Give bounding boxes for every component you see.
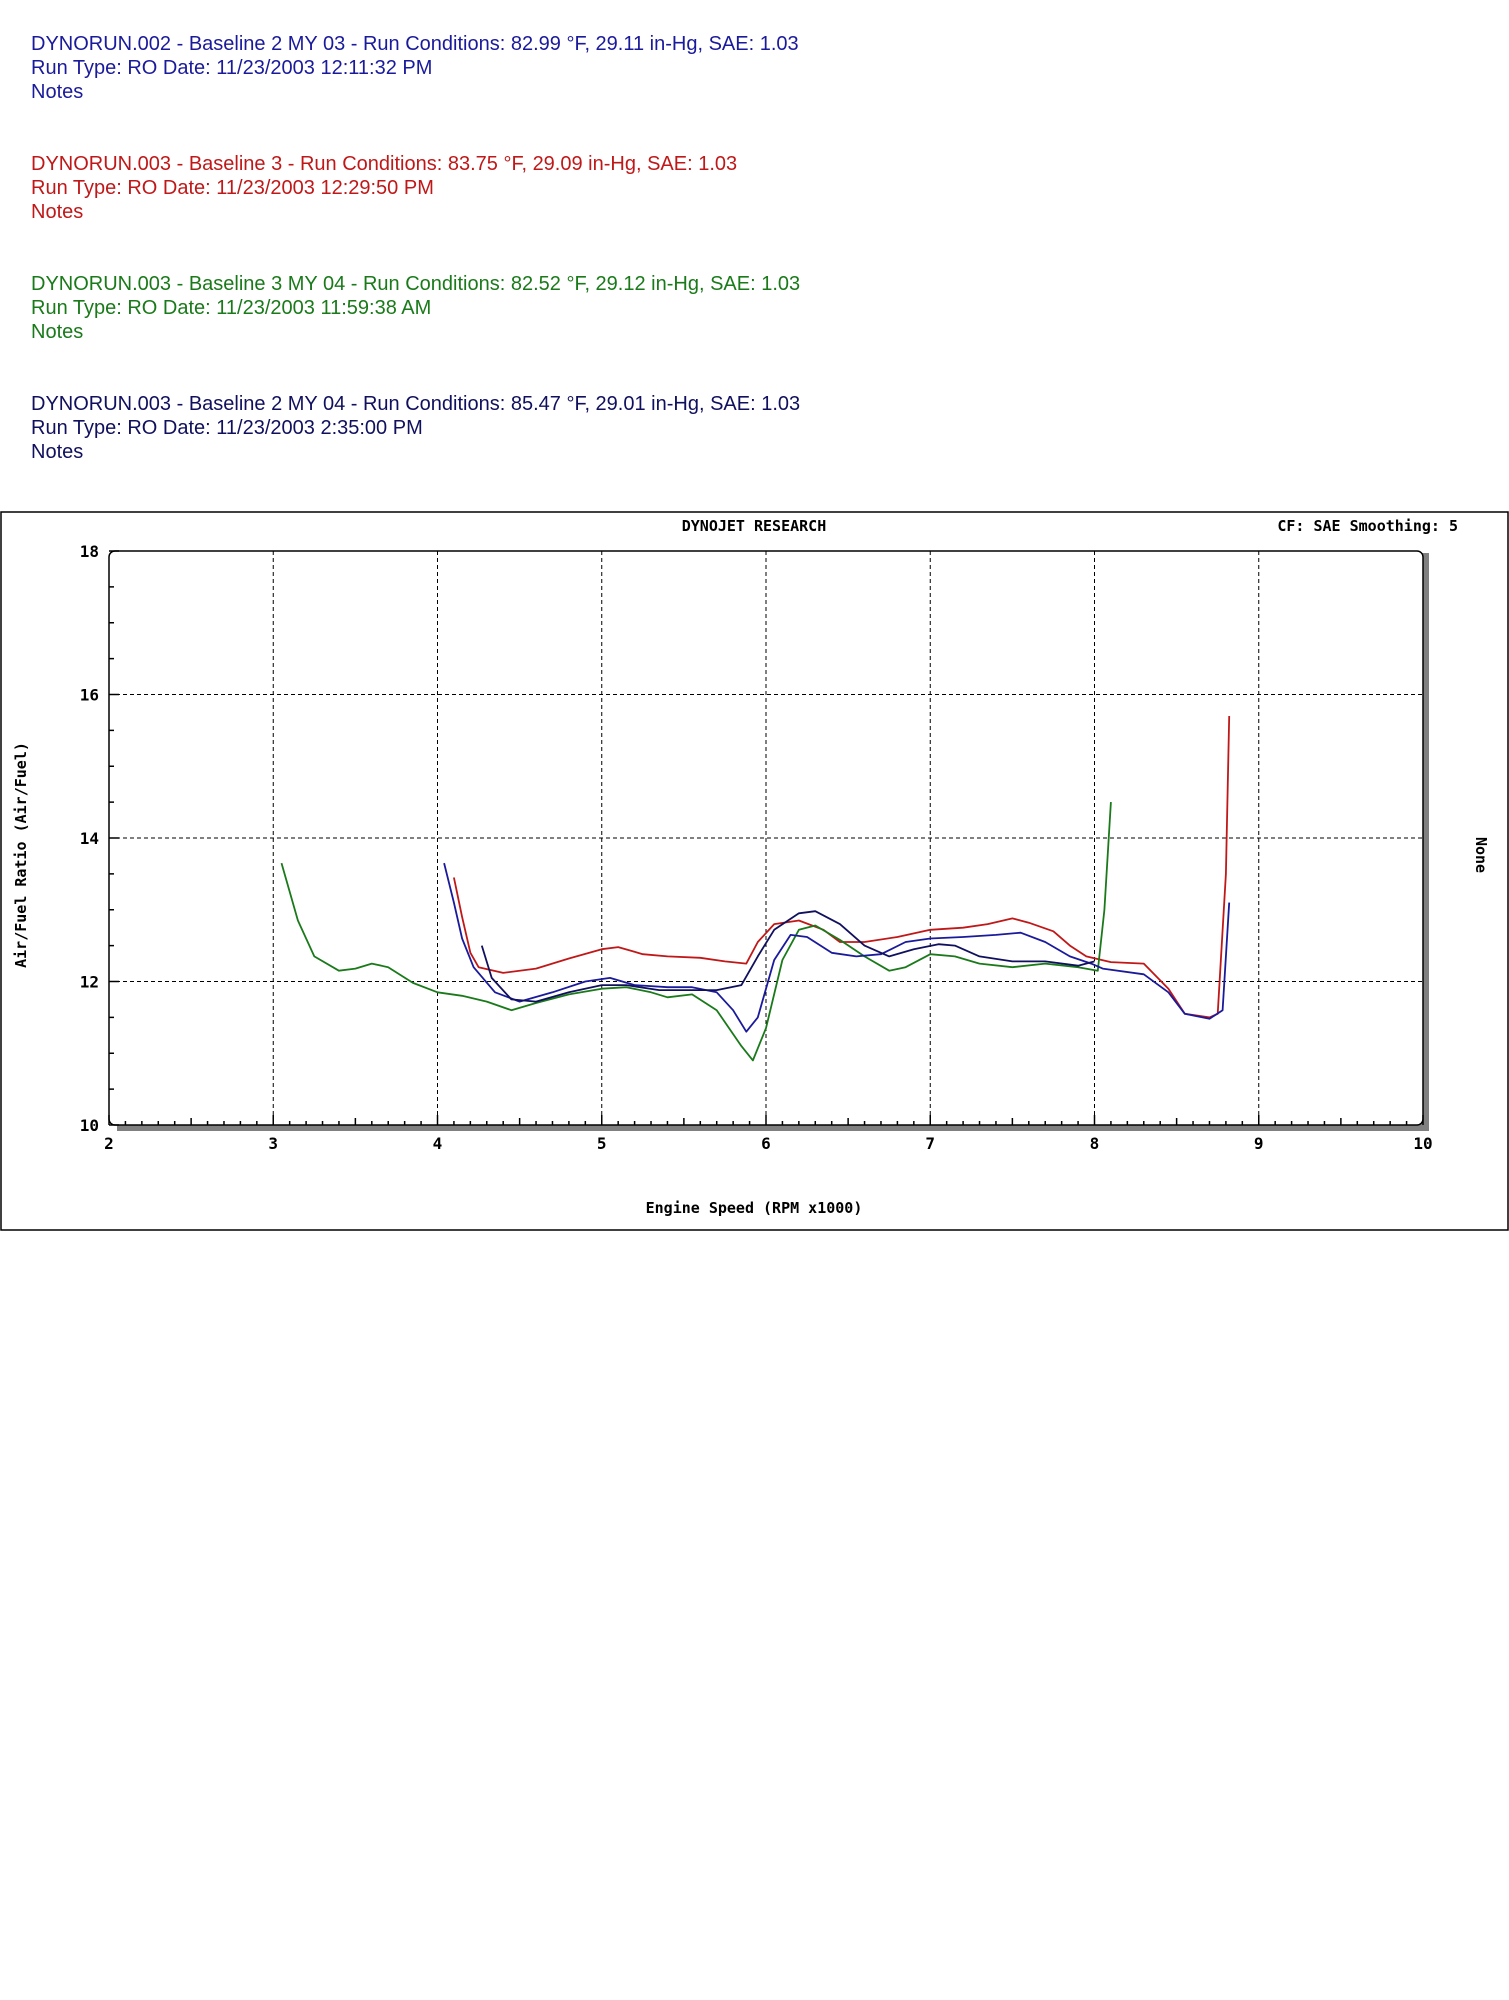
x-axis-label: Engine Speed (RPM x1000) <box>646 1199 863 1217</box>
run-type-date: Run Type: RO Date: 11/23/2003 11:59:38 A… <box>31 297 432 319</box>
run-type-date: Run Type: RO Date: 11/23/2003 12:29:50 P… <box>31 177 434 199</box>
run-info-1: DYNORUN.002 - Baseline 2 MY 03 - Run Con… <box>31 32 799 104</box>
run-info-4: DYNORUN.003 - Baseline 2 MY 04 - Run Con… <box>31 392 800 464</box>
y-tick-label: 10 <box>80 1116 99 1135</box>
series-group <box>280 715 1231 1062</box>
series-line-4 <box>480 910 1095 1003</box>
series-line-1 <box>453 715 1231 1019</box>
x-tick-label: 5 <box>597 1134 607 1153</box>
series-line-2 <box>280 802 1112 1062</box>
x-tick-label: 8 <box>1090 1134 1100 1153</box>
x-tick-label: 2 <box>104 1134 114 1153</box>
x-tick-label: 10 <box>1413 1134 1432 1153</box>
run-info-3: DYNORUN.003 - Baseline 3 MY 04 - Run Con… <box>31 272 800 344</box>
y-tick-label: 14 <box>80 829 99 848</box>
x-tick-label: 4 <box>433 1134 443 1153</box>
run-notes: Notes <box>31 201 84 223</box>
x-tick-label: 9 <box>1254 1134 1264 1153</box>
run-header: DYNORUN.002 - Baseline 2 MY 03 - Run Con… <box>31 33 799 55</box>
x-tick-label: 3 <box>268 1134 278 1153</box>
right-axis-label: None <box>1472 837 1490 873</box>
chart-title: DYNOJET RESEARCH <box>682 517 827 535</box>
y-tick-labels: 10 12 14 16 18 <box>80 542 99 1135</box>
x-tick-label: 6 <box>761 1134 771 1153</box>
run-header: DYNORUN.003 - Baseline 2 MY 04 - Run Con… <box>31 393 801 415</box>
tick-marks <box>108 550 1424 1126</box>
x-tick-labels: 2 3 4 5 6 7 8 9 10 <box>104 1134 1432 1153</box>
run-notes: Notes <box>31 81 84 103</box>
run-info-2: DYNORUN.003 - Baseline 3 - Run Condition… <box>31 152 737 224</box>
y-tick-label: 18 <box>80 542 99 561</box>
dyno-chart: DYNOJET RESEARCH CF: SAE Smoothing: 5 No… <box>0 511 1509 1231</box>
run-type-date: Run Type: RO Date: 11/23/2003 2:35:00 PM <box>31 417 423 439</box>
x-tick-label: 7 <box>925 1134 935 1153</box>
series-line-3 <box>443 862 1231 1033</box>
chart-corner-label: CF: SAE Smoothing: 5 <box>1277 517 1458 535</box>
y-axis-label: Air/Fuel Ratio (Air/Fuel) <box>12 742 30 968</box>
run-type-date: Run Type: RO Date: 11/23/2003 12:11:32 P… <box>31 57 433 79</box>
run-header: DYNORUN.003 - Baseline 3 - Run Condition… <box>31 153 738 175</box>
run-notes: Notes <box>31 321 84 343</box>
y-tick-label: 12 <box>80 973 99 992</box>
run-notes: Notes <box>31 441 84 463</box>
y-tick-label: 16 <box>80 686 99 705</box>
run-header: DYNORUN.003 - Baseline 3 MY 04 - Run Con… <box>31 273 801 295</box>
